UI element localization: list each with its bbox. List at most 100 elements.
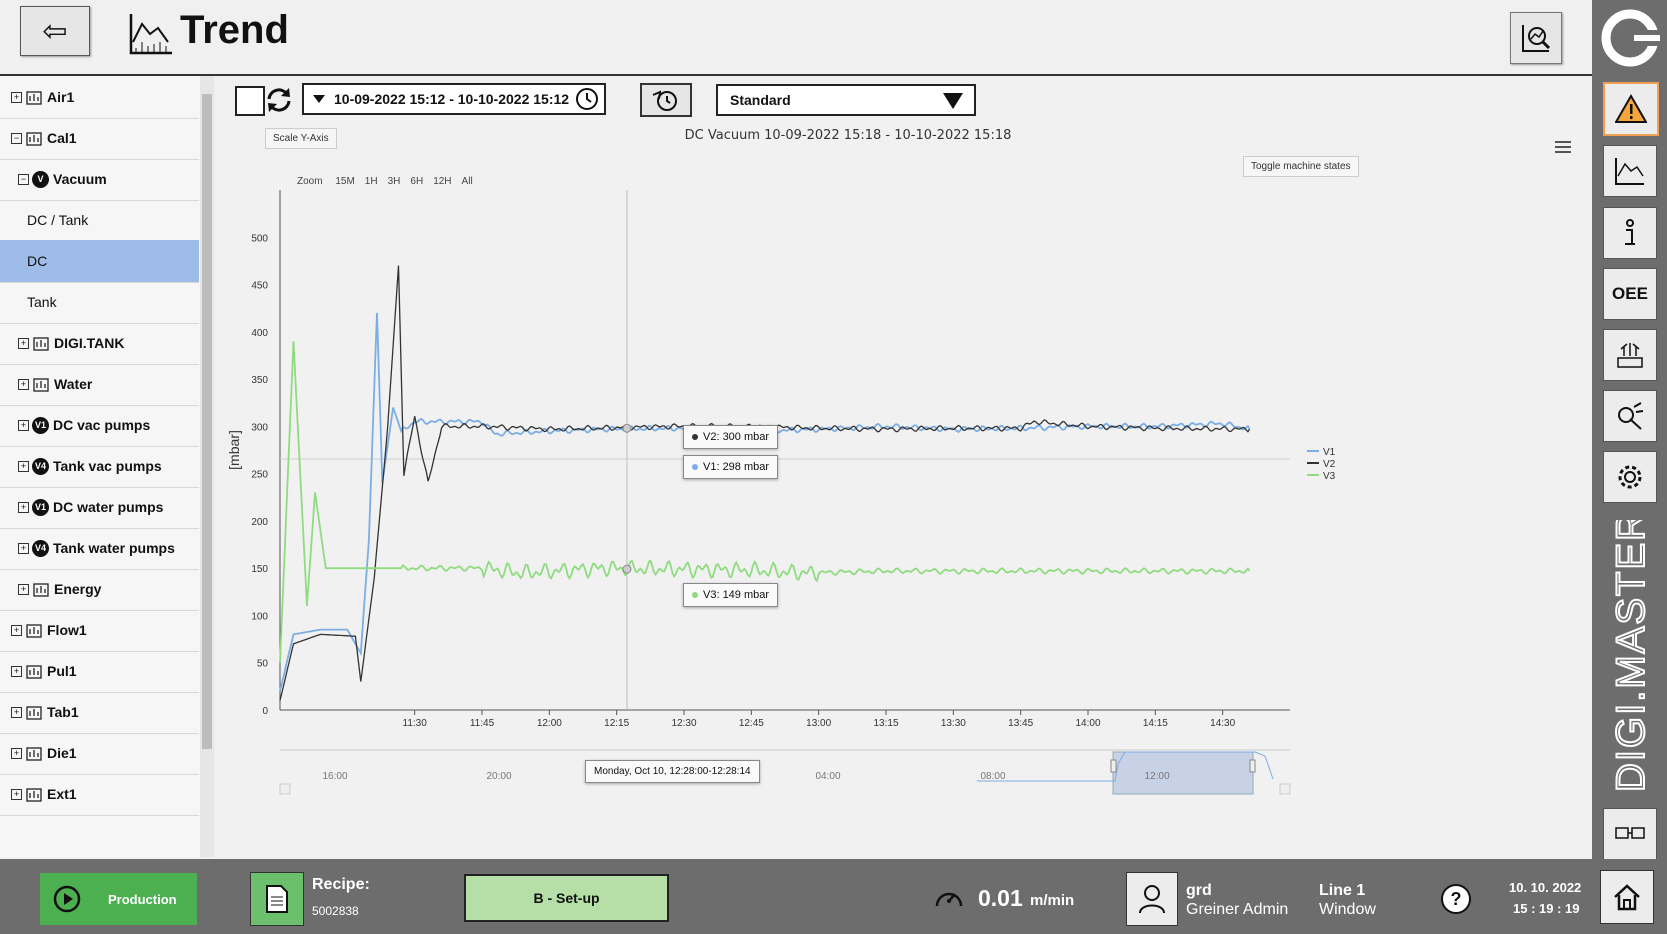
back-button[interactable]: ⇦ bbox=[20, 6, 90, 56]
expander-icon[interactable]: + bbox=[11, 747, 22, 759]
sidebar-item-label: DC / Tank bbox=[27, 212, 89, 228]
device-icon bbox=[26, 665, 42, 679]
navigator-label: 20:00 bbox=[486, 771, 511, 782]
expander-icon[interactable]: + bbox=[18, 337, 29, 349]
sidebar-item-label: Tank water pumps bbox=[53, 540, 175, 556]
info-button[interactable] bbox=[1603, 207, 1657, 259]
user-role: Greiner Admin bbox=[1186, 901, 1289, 918]
service-button[interactable] bbox=[1603, 390, 1657, 442]
back-arrow-icon: ⇦ bbox=[42, 14, 68, 48]
zoom-option[interactable]: 15M bbox=[335, 176, 355, 187]
sidebar-item[interactable]: + Air1 bbox=[0, 76, 199, 119]
trend-rail-button[interactable] bbox=[1603, 145, 1657, 197]
series-line-v2 bbox=[279, 265, 1251, 701]
zoom-option[interactable]: 12H bbox=[433, 176, 452, 187]
scrollbar-thumb[interactable] bbox=[202, 94, 212, 749]
reset-zoom-button[interactable] bbox=[640, 83, 692, 117]
sidebar-item[interactable]: + V1 DC vac pumps bbox=[0, 404, 199, 447]
sidebar-item-label: Flow1 bbox=[47, 622, 87, 638]
sidebar-item[interactable]: + Die1 bbox=[0, 732, 199, 775]
sidebar-item[interactable]: + Flow1 bbox=[0, 609, 199, 652]
auto-refresh-checkbox[interactable] bbox=[235, 86, 265, 116]
sidebar-item-label: Pul1 bbox=[47, 663, 77, 679]
y-tick-label: 450 bbox=[251, 281, 268, 292]
date-range-selector[interactable]: 10-09-2022 15:12 - 10-10-2022 15:12 bbox=[302, 83, 606, 115]
help-button[interactable]: ? bbox=[1441, 884, 1471, 914]
expander-icon[interactable]: + bbox=[11, 665, 22, 677]
expander-icon[interactable]: + bbox=[11, 706, 22, 718]
zoom-option[interactable]: All bbox=[461, 176, 473, 187]
zoom-option[interactable]: 3H bbox=[387, 176, 401, 187]
expander-icon[interactable]: − bbox=[18, 173, 29, 185]
expander-icon[interactable]: + bbox=[18, 378, 29, 390]
y-tick-label: 300 bbox=[251, 422, 268, 433]
chart-title: DC Vacuum 10-09-2022 15:18 - 10-10-2022 … bbox=[685, 128, 1012, 143]
warning-icon bbox=[1615, 94, 1647, 123]
machine-icon bbox=[1617, 343, 1643, 368]
sidebar-item-label: Water bbox=[54, 376, 93, 392]
sidebar-item[interactable]: Tank bbox=[0, 281, 199, 324]
refresh-icon[interactable] bbox=[265, 86, 293, 114]
zoom-option[interactable]: 1H bbox=[364, 176, 378, 187]
mode-button[interactable]: B - Set-up bbox=[464, 874, 669, 922]
sidebar-item[interactable]: + V4 Tank vac pumps bbox=[0, 445, 199, 488]
reset-clock-icon bbox=[652, 90, 677, 111]
sidebar-item[interactable]: + Water bbox=[0, 363, 199, 406]
sidebar-item[interactable]: + V4 Tank water pumps bbox=[0, 527, 199, 570]
scale-y-axis-button[interactable]: Scale Y-Axis bbox=[265, 128, 337, 149]
sidebar-item-label: DIGI.TANK bbox=[54, 335, 125, 351]
y-tick-label: 500 bbox=[251, 233, 268, 244]
sidebar-item[interactable]: − Cal1 bbox=[0, 117, 199, 160]
sidebar-item[interactable]: DC bbox=[0, 240, 199, 283]
chart-zoom-button[interactable] bbox=[1510, 12, 1562, 64]
sidebar-item[interactable]: + Ext1 bbox=[0, 773, 199, 816]
production-button[interactable]: Production bbox=[40, 873, 197, 925]
expander-icon[interactable]: + bbox=[18, 501, 29, 513]
sidebar-item[interactable]: + V1 DC water pumps bbox=[0, 486, 199, 529]
zoom-option[interactable]: 6H bbox=[410, 176, 424, 187]
sidebar-item[interactable]: + Tab1 bbox=[0, 691, 199, 734]
device-icon bbox=[26, 132, 42, 146]
network-button[interactable] bbox=[1603, 808, 1657, 860]
line-name: Line 1 bbox=[1319, 882, 1366, 899]
chart-menu-icon[interactable] bbox=[1555, 140, 1571, 154]
production-label: Production bbox=[108, 891, 177, 907]
x-tick-label: 13:15 bbox=[873, 718, 898, 729]
device-icon bbox=[33, 378, 49, 392]
sidebar-item[interactable]: + Energy bbox=[0, 568, 199, 611]
machine-button[interactable] bbox=[1603, 329, 1657, 381]
expander-icon[interactable]: + bbox=[18, 419, 29, 431]
expander-icon[interactable]: + bbox=[11, 91, 22, 103]
alarm-button[interactable] bbox=[1603, 82, 1659, 136]
expander-icon[interactable]: + bbox=[18, 460, 29, 472]
sidebar-scrollbar[interactable] bbox=[200, 76, 214, 857]
sidebar-item-label: DC water pumps bbox=[53, 499, 164, 515]
home-button[interactable] bbox=[1600, 870, 1654, 924]
sidebar-item[interactable]: − V Vacuum bbox=[0, 158, 199, 201]
settings-button[interactable] bbox=[1603, 451, 1657, 503]
expander-icon[interactable]: − bbox=[11, 132, 22, 144]
sidebar-item[interactable]: + Pul1 bbox=[0, 650, 199, 693]
sidebar-item[interactable]: DC / Tank bbox=[0, 199, 199, 242]
toggle-machine-states-button[interactable]: Toggle machine states bbox=[1243, 156, 1359, 177]
expander-icon[interactable]: + bbox=[11, 624, 22, 636]
zoom-label: Zoom bbox=[297, 176, 323, 187]
x-tick-label: 13:45 bbox=[1008, 718, 1033, 729]
y-tick-label: 100 bbox=[251, 611, 268, 622]
device-icon bbox=[33, 583, 49, 597]
y-tick-label: 400 bbox=[251, 328, 268, 339]
user-name: grd bbox=[1186, 882, 1212, 899]
trend-chart[interactable]: DC Vacuum 10-09-2022 15:18 - 10-10-2022 … bbox=[225, 124, 1590, 854]
navigator-handle-right bbox=[1249, 759, 1256, 773]
preset-dropdown[interactable]: Standard bbox=[716, 84, 976, 116]
user-button[interactable] bbox=[1126, 872, 1178, 926]
vacuum-badge-icon: V4 bbox=[32, 539, 49, 557]
sidebar-item[interactable]: + DIGI.TANK bbox=[0, 322, 199, 365]
expander-icon[interactable]: + bbox=[18, 583, 29, 595]
oee-button[interactable]: OEE bbox=[1603, 268, 1657, 320]
expander-icon[interactable]: + bbox=[18, 542, 29, 554]
trend-title-icon bbox=[129, 14, 172, 55]
greiner-logo-icon bbox=[1601, 9, 1660, 67]
recipe-button[interactable] bbox=[250, 872, 304, 926]
expander-icon[interactable]: + bbox=[11, 788, 22, 800]
